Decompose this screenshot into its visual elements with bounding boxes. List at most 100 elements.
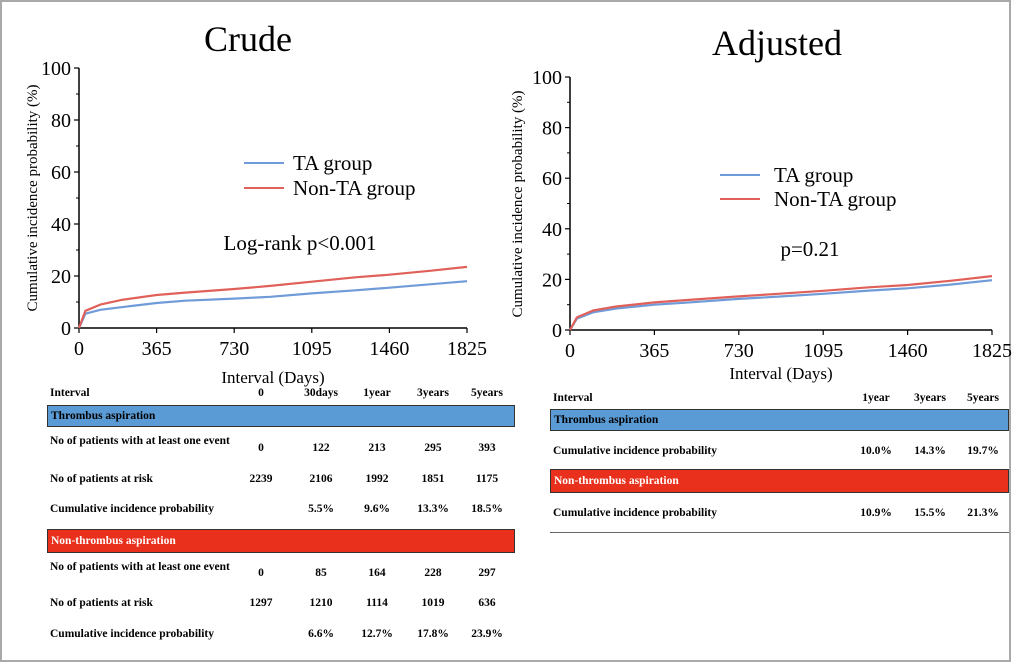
table-header-row: Interval 1year 3years 5years [550,392,1009,408]
series-line-ta [569,279,993,331]
p-value-annotation: p=0.21 [780,237,839,261]
table-header-row: Interval 0 30days 1year 3years 5years [47,387,515,403]
group-bar-non-thrombus: Non-thrombus aspiration [550,469,1009,493]
header-interval: Interval [50,387,90,399]
y-axis-label: Cumulative incidence probability (%) [510,90,526,317]
cell: 9.6% [364,503,390,515]
chart-title-crude: Crude [204,19,292,59]
legend-label: Non-TA group [293,176,416,200]
header-col-30days: 30days [304,387,338,399]
y-tick-label: 40 [542,219,562,241]
row-label: Cumulative incidence probability [50,628,214,640]
cell: 0 [258,567,264,579]
header-col-1year: 1year [862,392,890,404]
cell: 2106 [309,473,333,485]
x-tick-label: 0 [74,338,84,360]
y-tick-label: 0 [61,318,71,340]
table-crude: Interval 0 30days 1year 3years 5years Th… [47,383,515,653]
x-tick-label: 365 [142,338,172,360]
x-tick-label: 730 [724,340,754,362]
table-row: Cumulative incidence probability 6.6% 12… [47,628,515,644]
group-bar-thrombus: Thrombus aspiration [47,405,515,427]
y-tick-label: 100 [532,67,562,89]
p-value-annotation: Log-rank p<0.001 [224,231,377,255]
header-col-0: 0 [258,387,264,399]
header-col-3years: 3years [417,387,449,399]
cell: 14.3% [914,445,946,457]
y-tick-label: 60 [51,162,71,184]
header-col-5years: 5years [471,387,503,399]
table-row: Cumulative incidence probability 10.0% 1… [550,445,1009,461]
row-label: No of patients at risk [50,597,153,609]
cell: 5.5% [308,503,334,515]
cell: 17.8% [417,628,449,640]
cell: 18.5% [471,503,503,515]
x-tick-label: 0 [565,340,575,362]
table-adjusted: Interval 1year 3years 5years Thrombus as… [550,389,1009,539]
cell: 85 [315,567,327,579]
series-line-non-ta [569,275,993,331]
cell: 1210 [309,597,333,609]
cell: 19.7% [967,445,999,457]
cell: 6.6% [308,628,334,640]
cell: 393 [478,442,496,454]
table-row: Cumulative incidence probability 5.5% 9.… [47,503,515,519]
row-label: No of patients with at least one event [50,561,230,573]
y-tick-label: 100 [41,58,71,80]
cell: 164 [368,567,386,579]
cell: 1992 [365,473,389,485]
cell: 1019 [421,597,445,609]
cell: 228 [424,567,442,579]
y-tick-label: 20 [51,266,71,288]
x-axis-label: Interval (Days) [729,364,832,383]
x-tick-label: 1825 [972,340,1012,362]
cell: 1114 [366,597,388,609]
cell: 1851 [421,473,445,485]
cell: 21.3% [967,507,999,519]
cell: 2239 [249,473,273,485]
cell: 297 [478,567,496,579]
group-bar-thrombus: Thrombus aspiration [550,409,1009,431]
y-tick-label: 40 [51,214,71,236]
table-row: No of patients at risk 1297 1210 1114 10… [47,597,515,613]
y-tick-label: 0 [552,320,562,342]
cell: 1175 [475,473,499,485]
x-tick-label: 1095 [292,338,332,360]
table-row: No of patients at risk 2239 2106 1992 18… [47,473,515,489]
x-tick-label: 1825 [447,338,487,360]
header-interval: Interval [553,392,593,404]
row-label: No of patients with at least one event [50,435,230,447]
cell: 15.5% [914,507,946,519]
table-row: No of patients with at least one event 0… [47,561,515,589]
series-line-non-ta [77,265,468,329]
y-axis-label: Cumulative incidence probability (%) [25,84,41,311]
cell: 13.3% [417,503,449,515]
table-row: No of patients with at least one event 0… [47,435,515,463]
y-tick-label: 60 [542,168,562,190]
cell: 12.7% [361,628,393,640]
x-axis-label: Interval (Days) [221,368,324,387]
table-bottom-rule [550,532,1009,533]
cell: 295 [424,442,442,454]
legend-label: TA group [774,163,853,187]
cell: 213 [368,442,386,454]
y-tick-label: 20 [542,269,562,291]
row-label: Cumulative incidence probability [50,503,214,515]
table-row: Cumulative incidence probability 10.9% 1… [550,507,1009,523]
x-tick-label: 365 [639,340,669,362]
y-tick-label: 80 [51,110,71,132]
cell: 122 [312,442,330,454]
row-label: Cumulative incidence probability [553,507,717,519]
legend-label: TA group [293,151,372,175]
x-tick-label: 1460 [369,338,409,360]
row-label: Cumulative incidence probability [553,445,717,457]
header-col-5years: 5years [967,392,999,404]
header-col-1year: 1year [363,387,391,399]
cell: 10.9% [860,507,892,519]
chart-title-adjusted: Adjusted [712,23,842,63]
y-tick-label: 80 [542,118,562,140]
series-line-ta [77,280,468,329]
